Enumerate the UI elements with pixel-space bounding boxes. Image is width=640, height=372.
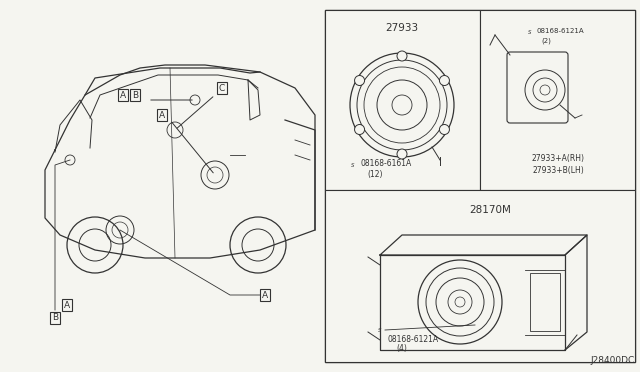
Text: 27933+B(LH): 27933+B(LH) (532, 166, 584, 174)
Text: 08168-6121A: 08168-6121A (537, 28, 584, 34)
Text: S: S (351, 163, 355, 167)
Bar (325, 10, 480, 190)
Circle shape (375, 325, 385, 335)
Text: C: C (219, 83, 225, 93)
Circle shape (526, 28, 534, 36)
Circle shape (348, 160, 358, 170)
Circle shape (397, 51, 407, 61)
Text: 27933: 27933 (385, 23, 419, 33)
Circle shape (355, 125, 365, 135)
Text: B: B (52, 314, 58, 323)
Text: S: S (378, 327, 381, 333)
Text: 27933+A(RH): 27933+A(RH) (531, 154, 584, 163)
Text: 28170M: 28170M (469, 205, 511, 215)
Text: (2): (2) (541, 38, 551, 44)
Circle shape (355, 76, 365, 86)
Text: A: A (64, 301, 70, 310)
Bar (325, 10, 635, 362)
Bar (530, 273, 560, 331)
Text: A: A (333, 17, 340, 27)
Text: (4): (4) (397, 344, 408, 353)
Text: S: S (528, 29, 532, 35)
Circle shape (397, 149, 407, 159)
Text: A: A (262, 291, 268, 299)
Circle shape (440, 125, 449, 135)
Text: A: A (159, 110, 165, 119)
Text: B: B (132, 90, 138, 99)
Circle shape (440, 76, 449, 86)
Bar (325, 190, 635, 362)
Text: 08168-6161A: 08168-6161A (361, 158, 412, 167)
Text: J28400DC: J28400DC (591, 356, 635, 365)
Bar (480, 10, 635, 190)
Text: (12): (12) (367, 170, 383, 179)
Text: 08168-6121A: 08168-6121A (388, 334, 439, 343)
Text: C: C (333, 197, 340, 207)
Text: A: A (120, 90, 126, 99)
Text: B: B (488, 17, 495, 27)
